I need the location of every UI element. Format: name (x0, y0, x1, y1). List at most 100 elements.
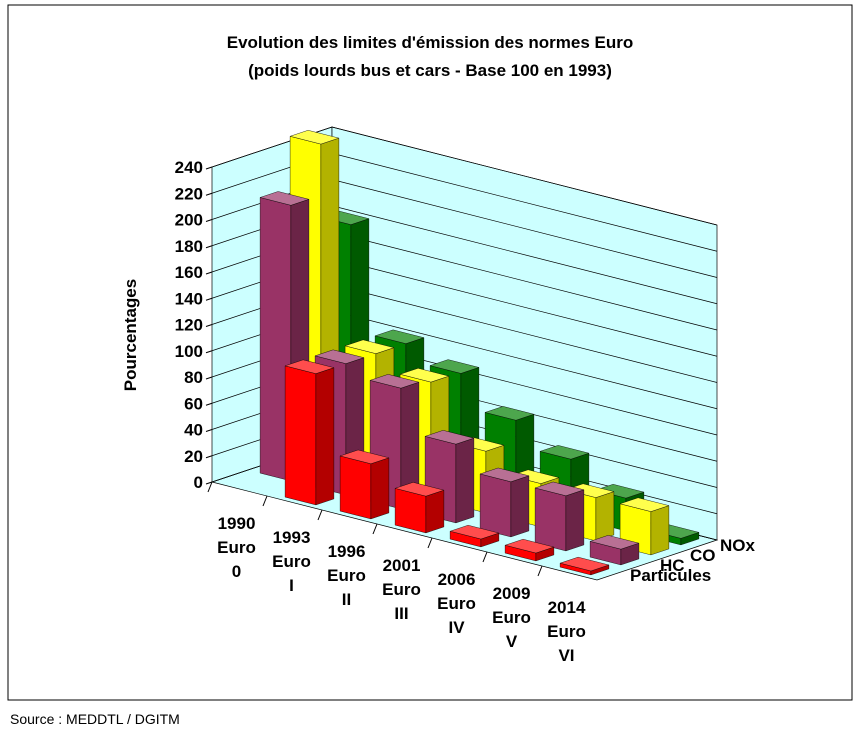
x-tick-label: VI (558, 646, 574, 665)
y-tick-label: 240 (175, 158, 203, 177)
x-tick-label: IV (448, 618, 465, 637)
y-tick-label: 60 (184, 394, 203, 413)
series-label: CO (690, 546, 716, 565)
y-tick-label: 100 (175, 342, 203, 361)
bar-top (559, 556, 610, 572)
x-tick-label: Euro (492, 608, 531, 627)
chart-title: Evolution des limites d'émission des nor… (227, 33, 633, 52)
bar-top (289, 130, 340, 145)
bar-front (284, 365, 317, 506)
y-tick (205, 297, 213, 301)
bar-top (504, 538, 555, 554)
chart-subtitle: (poids lourds bus et cars - Base 100 en … (248, 61, 612, 80)
y-tick (205, 324, 213, 327)
series-label: Particules (630, 566, 711, 585)
x-tick-label: 1996 (328, 542, 366, 561)
bar-top (424, 430, 475, 445)
bar (619, 497, 670, 556)
bar (504, 538, 555, 562)
y-tick-label: 160 (175, 263, 203, 282)
x-tick (317, 509, 323, 521)
bar-top (564, 483, 615, 498)
bar-top (339, 449, 390, 465)
bar-top (374, 329, 425, 344)
bar (449, 524, 500, 548)
bar-front (479, 473, 512, 538)
bar (339, 449, 390, 520)
bar-top (429, 359, 480, 374)
bar (479, 467, 530, 538)
bar-top (619, 497, 670, 512)
x-tick-label: 1993 (273, 528, 311, 547)
bar-side (565, 489, 585, 552)
x-tick-label: 2006 (438, 570, 476, 589)
bar-top (394, 482, 445, 497)
bar-top (594, 484, 645, 499)
bar (534, 481, 585, 552)
bar-top (344, 339, 395, 354)
y-tick-label: 220 (175, 184, 203, 203)
bar-top (284, 359, 335, 374)
y-tick (205, 192, 213, 196)
bar-top (259, 191, 310, 206)
bar-top (484, 406, 535, 421)
y-tick (205, 455, 213, 459)
bar-side (315, 367, 335, 506)
bar-top (589, 535, 640, 550)
y-tick-label: 20 (184, 447, 203, 466)
x-tick-label: Euro (272, 552, 311, 571)
grid-line (211, 126, 718, 226)
x-tick-label: 1990 (218, 514, 256, 533)
series-label: NOx (720, 536, 756, 555)
x-tick (482, 551, 488, 563)
series-label: HC (660, 556, 685, 575)
bar-side (595, 491, 615, 542)
y-tick-label: 140 (175, 289, 203, 308)
y-tick (205, 271, 213, 275)
y-tick (205, 350, 213, 354)
y-tick (205, 402, 213, 406)
bar (559, 556, 610, 576)
bar-side (370, 457, 390, 520)
bar-top (539, 445, 590, 460)
y-tick (205, 429, 213, 432)
y-tick (205, 245, 213, 249)
bar (589, 535, 640, 566)
y-tick (205, 376, 213, 380)
x-tick (372, 523, 378, 535)
x-tick-label: III (394, 604, 408, 623)
x-tick (262, 495, 268, 507)
x-tick-label: Euro (382, 580, 421, 599)
x-tick-label: 2001 (383, 556, 421, 575)
y-tick-label: 0 (194, 473, 203, 492)
bar-side (425, 489, 445, 534)
x-tick-label: Euro (327, 566, 366, 585)
y-tick-label: 120 (175, 316, 203, 335)
bar-top (399, 368, 450, 383)
y-tick (205, 481, 213, 485)
y-tick (205, 219, 213, 222)
bar (284, 359, 335, 506)
bar-top (369, 374, 420, 389)
x-tick-label: V (506, 632, 518, 651)
y-axis-label: Pourcentages (121, 279, 140, 391)
bar-side (510, 475, 530, 538)
bar (394, 482, 445, 534)
x-tick-label: 2014 (548, 598, 586, 617)
y-tick-label: 80 (184, 368, 203, 387)
x-tick-label: 2009 (493, 584, 531, 603)
x-tick (537, 565, 543, 577)
bar-top (314, 349, 365, 364)
x-tick-label: Euro (547, 622, 586, 641)
source: Source : MEDDTL / DGITM (10, 711, 180, 727)
y-tick (205, 166, 213, 170)
bar-side (455, 437, 475, 524)
bar-top (534, 481, 585, 497)
x-tick-label: Euro (217, 538, 256, 557)
bar-front (534, 487, 567, 552)
x-tick-label: I (289, 576, 294, 595)
x-tick-label: II (342, 590, 351, 609)
x-tick-label: 0 (232, 562, 241, 581)
bar-front (339, 455, 372, 520)
